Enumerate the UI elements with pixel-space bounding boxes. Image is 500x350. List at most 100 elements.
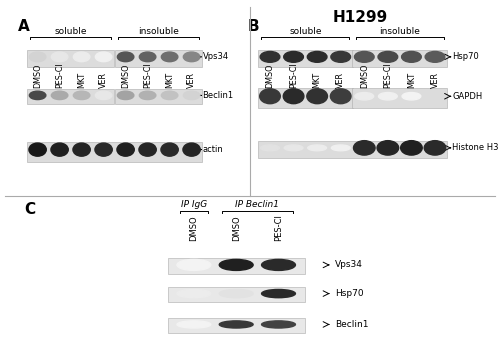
Ellipse shape: [378, 51, 398, 62]
Text: H1299: H1299: [332, 10, 388, 26]
Ellipse shape: [177, 321, 211, 328]
Text: IP IgG: IP IgG: [181, 200, 207, 209]
Text: insoluble: insoluble: [379, 27, 420, 36]
Ellipse shape: [307, 89, 328, 104]
Text: MKT: MKT: [77, 71, 86, 88]
Text: MKT: MKT: [165, 71, 174, 88]
Ellipse shape: [161, 143, 178, 156]
Text: C: C: [24, 202, 36, 217]
Ellipse shape: [425, 51, 445, 62]
Text: MKT: MKT: [312, 71, 322, 88]
Ellipse shape: [262, 289, 296, 298]
Ellipse shape: [262, 321, 296, 328]
FancyBboxPatch shape: [115, 50, 202, 66]
Text: PES-Cl: PES-Cl: [384, 62, 392, 88]
Ellipse shape: [262, 259, 296, 271]
Ellipse shape: [330, 89, 351, 104]
Text: GAPDH: GAPDH: [452, 92, 483, 101]
Ellipse shape: [96, 52, 112, 62]
Ellipse shape: [177, 289, 211, 298]
Ellipse shape: [220, 321, 253, 328]
Ellipse shape: [400, 141, 422, 155]
FancyBboxPatch shape: [168, 318, 305, 333]
Text: VER: VER: [336, 71, 345, 88]
Ellipse shape: [95, 143, 112, 156]
FancyBboxPatch shape: [115, 89, 202, 104]
Ellipse shape: [308, 145, 326, 151]
Ellipse shape: [220, 259, 253, 271]
Text: VER: VER: [430, 71, 440, 88]
FancyBboxPatch shape: [168, 258, 305, 274]
Ellipse shape: [331, 51, 350, 62]
Ellipse shape: [284, 89, 304, 104]
Ellipse shape: [424, 141, 446, 155]
Text: DMSO: DMSO: [266, 63, 274, 88]
FancyBboxPatch shape: [352, 50, 447, 67]
Text: Vps34: Vps34: [202, 52, 228, 61]
Ellipse shape: [354, 141, 375, 155]
Ellipse shape: [284, 145, 303, 151]
Ellipse shape: [308, 51, 327, 62]
FancyBboxPatch shape: [27, 89, 114, 104]
FancyBboxPatch shape: [27, 142, 202, 162]
Text: Hsp70: Hsp70: [335, 289, 364, 298]
Text: PES-Cl: PES-Cl: [274, 214, 283, 241]
Ellipse shape: [118, 52, 134, 62]
Text: A: A: [18, 19, 30, 34]
Text: B: B: [248, 19, 259, 34]
Text: Vps34: Vps34: [335, 260, 363, 270]
Text: insoluble: insoluble: [138, 27, 179, 36]
Ellipse shape: [162, 52, 178, 62]
Text: MKT: MKT: [407, 71, 416, 88]
Ellipse shape: [260, 51, 280, 62]
Ellipse shape: [177, 259, 211, 271]
Text: soluble: soluble: [289, 27, 322, 36]
FancyBboxPatch shape: [27, 50, 114, 66]
Ellipse shape: [96, 91, 112, 99]
Text: Beclin1: Beclin1: [202, 91, 234, 100]
Ellipse shape: [184, 91, 200, 99]
Ellipse shape: [118, 91, 134, 99]
Ellipse shape: [29, 143, 46, 156]
Text: Histone H3: Histone H3: [452, 144, 499, 152]
Ellipse shape: [183, 143, 200, 156]
Text: PES-Cl: PES-Cl: [143, 62, 152, 88]
Text: VER: VER: [187, 71, 196, 88]
Ellipse shape: [52, 52, 68, 62]
Ellipse shape: [402, 92, 421, 100]
Ellipse shape: [140, 91, 156, 99]
Ellipse shape: [117, 143, 134, 156]
Ellipse shape: [162, 91, 178, 99]
FancyBboxPatch shape: [352, 88, 447, 108]
Ellipse shape: [377, 141, 398, 155]
Ellipse shape: [260, 145, 280, 151]
Ellipse shape: [73, 143, 90, 156]
Ellipse shape: [140, 52, 156, 62]
FancyBboxPatch shape: [258, 141, 447, 158]
Ellipse shape: [355, 92, 374, 100]
Text: Beclin1: Beclin1: [335, 320, 368, 329]
Ellipse shape: [30, 52, 46, 62]
Text: VER: VER: [99, 71, 108, 88]
Text: DMSO: DMSO: [121, 63, 130, 88]
Ellipse shape: [354, 51, 374, 62]
Ellipse shape: [139, 143, 156, 156]
Ellipse shape: [74, 91, 90, 99]
Text: Hsp70: Hsp70: [452, 52, 479, 61]
Text: DMSO: DMSO: [232, 215, 240, 241]
Ellipse shape: [30, 91, 46, 99]
Ellipse shape: [220, 289, 253, 298]
Text: DMSO: DMSO: [190, 215, 198, 241]
Text: DMSO: DMSO: [33, 63, 42, 88]
Text: DMSO: DMSO: [360, 63, 369, 88]
Text: IP Beclin1: IP Beclin1: [236, 200, 280, 209]
Ellipse shape: [402, 51, 421, 62]
Ellipse shape: [184, 52, 200, 62]
Ellipse shape: [284, 51, 304, 62]
Text: PES-Cl: PES-Cl: [55, 62, 64, 88]
FancyBboxPatch shape: [168, 287, 305, 302]
Ellipse shape: [51, 143, 68, 156]
FancyBboxPatch shape: [258, 88, 352, 108]
Ellipse shape: [52, 91, 68, 99]
Text: soluble: soluble: [54, 27, 87, 36]
